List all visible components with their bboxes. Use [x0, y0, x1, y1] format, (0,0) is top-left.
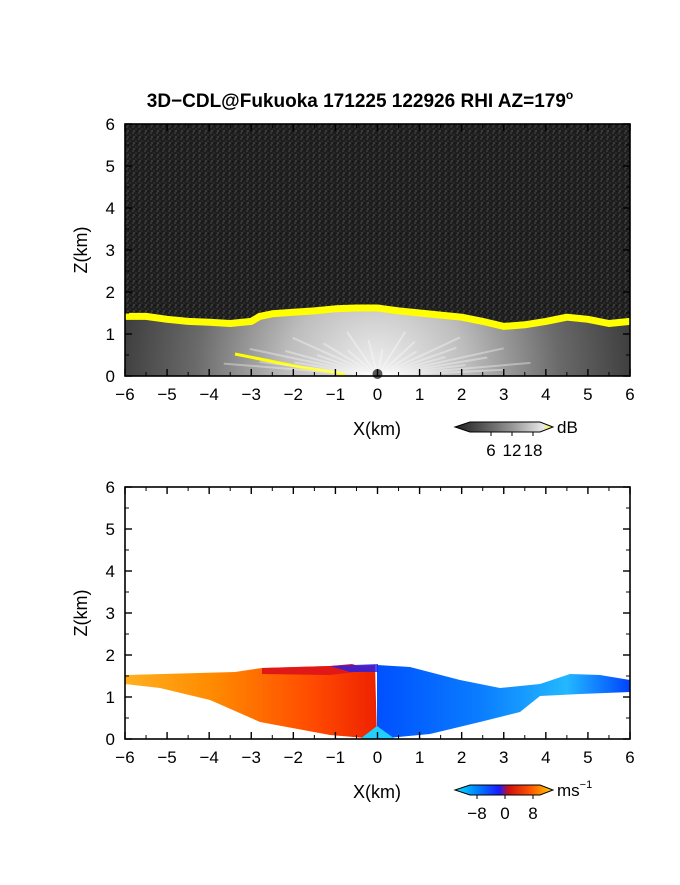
velocity-colorbar-bar: [453, 784, 555, 796]
colorbar-tick-label: 8: [528, 804, 537, 823]
y-tick-label: 4: [106, 199, 115, 218]
x-tick-label: 5: [583, 748, 592, 767]
reflectivity-ray: [376, 350, 418, 377]
reflectivity-colorbar-unit: dB: [557, 418, 578, 437]
y-tick-label: 5: [106, 520, 115, 539]
reflectivity-low-band: [234, 352, 346, 376]
reflectivity-ray: [347, 349, 379, 377]
y-tick-label: 3: [106, 604, 115, 623]
reflectivity-ray: [259, 360, 378, 377]
velocity-approaching-region: [125, 665, 377, 739]
x-tick-label: 0: [373, 385, 382, 404]
x-tick-label: 4: [541, 385, 550, 404]
reflectivity-ray: [346, 331, 379, 377]
reflectivity-xlabel: X(km): [353, 419, 401, 439]
reflectivity-ray: [376, 331, 407, 377]
x-tick-label: −2: [284, 748, 303, 767]
reflectivity-ray: [377, 336, 461, 377]
velocity-xlabel: X(km): [353, 782, 401, 802]
x-tick-label: 5: [583, 385, 592, 404]
colorbar-tick-label: −8: [467, 804, 486, 823]
reflectivity-colorbar-ticks: 6 12 18: [486, 432, 542, 460]
x-tick-label: −5: [157, 385, 176, 404]
y-tick-label: 1: [106, 688, 115, 707]
reflectivity-echo-region: [125, 308, 630, 376]
y-tick-label: 3: [106, 241, 115, 260]
reflectivity-ray: [223, 362, 378, 377]
x-tick-label: −6: [115, 748, 134, 767]
x-tick-label: 1: [415, 385, 424, 404]
velocity-ylabel: Z(km): [71, 590, 91, 637]
velocity-axes: −6 −5 −4 −3 −2 −1 0 1 2 3 4 5 6 0 1 2 3 4 5 6: [106, 478, 635, 767]
x-tick-label: −3: [242, 748, 261, 767]
reflectivity-ray: [377, 364, 466, 377]
reflectivity-ray: [292, 336, 378, 377]
reflectivity-ray: [377, 356, 488, 377]
x-tick-label: 4: [541, 748, 550, 767]
x-tick-label: 6: [625, 748, 634, 767]
x-tick-label: −4: [199, 385, 218, 404]
colorbar-tick-label: 18: [524, 441, 543, 460]
velocity-unit-superscript: −1: [580, 779, 593, 791]
figure-title: 3D−CDL@Fukuoka 171225 122926 RHI AZ=179o: [147, 88, 574, 112]
reflectivity-ray: [377, 361, 531, 377]
velocity-receding-region: [377, 665, 630, 739]
colorbar-tick-label: 12: [503, 441, 522, 460]
x-tick-label: −3: [242, 385, 261, 404]
reflectivity-ray: [249, 347, 378, 377]
reflectivity-ray: [285, 350, 378, 377]
reflectivity-top-band: [125, 304, 631, 330]
y-tick-label: 5: [106, 157, 115, 176]
velocity-colorbar-ticks: −8 0 8: [467, 795, 538, 823]
x-tick-label: 2: [457, 748, 466, 767]
colorbar-tick-label: 0: [500, 804, 509, 823]
velocity-colorbar: −8 0 8 ms−1: [453, 779, 592, 823]
velocity-panel: −6 −5 −4 −3 −2 −1 0 1 2 3 4 5 6 0 1 2 3 4 5 6 Z(km) X(km) −…: [71, 478, 635, 823]
x-tick-label: −5: [157, 748, 176, 767]
reflectivity-ray: [377, 355, 446, 377]
y-tick-label: 2: [106, 646, 115, 665]
reflectivity-ray: [376, 340, 416, 377]
title-degree-superscript: o: [566, 88, 573, 102]
y-tick-label: 4: [106, 562, 115, 581]
velocity-colorbar-unit: ms−1: [557, 779, 592, 800]
reflectivity-ray: [377, 347, 504, 377]
x-tick-label: −2: [284, 385, 303, 404]
reflectivity-colorbar-bar: [453, 421, 555, 433]
y-tick-label: 6: [106, 115, 115, 134]
x-tick-label: −1: [326, 385, 345, 404]
colorbar-tick-label: 6: [486, 441, 495, 460]
reflectivity-ray: [322, 342, 379, 377]
x-tick-label: −4: [199, 748, 218, 767]
x-tick-label: 3: [499, 385, 508, 404]
x-tick-label: −6: [115, 385, 134, 404]
reflectivity-ray: [316, 354, 378, 377]
y-tick-label: 0: [106, 730, 115, 749]
x-tick-label: 2: [457, 385, 466, 404]
y-tick-label: 2: [106, 283, 115, 302]
y-tick-label: 1: [106, 325, 115, 344]
reflectivity-axes: −6 −5 −4 −3 −2 −1 0 1 2 3 4 5 6 0 1 2 3 4 5 6: [106, 115, 635, 404]
reflectivity-ray: [377, 346, 457, 377]
y-tick-label: 0: [106, 367, 115, 386]
x-tick-label: 3: [499, 748, 508, 767]
reflectivity-colorbar: 6 12 18 dB: [453, 418, 578, 460]
x-tick-label: 6: [625, 385, 634, 404]
reflectivity-ylabel: Z(km): [71, 227, 91, 274]
velocity-upper-fringe-blue: [330, 664, 378, 672]
y-tick-label: 6: [106, 478, 115, 497]
x-tick-label: −1: [326, 748, 345, 767]
x-tick-label: 0: [373, 748, 382, 767]
reflectivity-rays: [223, 331, 531, 379]
x-tick-label: 1: [415, 748, 424, 767]
